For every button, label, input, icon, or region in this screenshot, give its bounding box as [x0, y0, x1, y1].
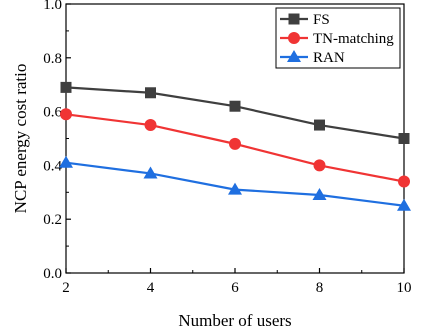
y-tick-label: 1.0 [43, 0, 62, 13]
y-tick-label: 0.4 [43, 158, 62, 174]
series-layer [59, 81, 411, 211]
data-point [312, 187, 327, 200]
x-tick-label: 4 [147, 280, 155, 296]
legend-entry: RAN [280, 50, 345, 66]
legend-marker [288, 13, 300, 25]
y-tick-label: 0.6 [43, 105, 62, 121]
x-tick-label: 2 [62, 280, 70, 296]
x-axis-ticks: 2 4 6 8 10 [62, 268, 412, 296]
x-tick-label: 10 [397, 280, 412, 296]
legend: FS TN-matching RAN [275, 7, 401, 69]
data-point [59, 155, 73, 168]
data-point [398, 175, 410, 188]
legend-label: TN-matching [313, 31, 394, 47]
x-tick-label: 8 [316, 280, 324, 296]
data-point [60, 81, 72, 93]
data-point [229, 100, 241, 112]
legend-marker [287, 50, 301, 62]
legend-label: RAN [313, 50, 345, 66]
data-point [144, 119, 157, 132]
legend-marker [288, 32, 300, 44]
data-point [228, 182, 242, 195]
series-tn-matching [60, 108, 410, 188]
data-point [143, 166, 158, 179]
y-tick-label: 0.2 [43, 212, 62, 228]
data-point [313, 159, 326, 172]
series-ran [59, 155, 411, 211]
data-point [314, 119, 325, 131]
y-axis-title: NCP energy cost ratio [11, 64, 30, 214]
data-point [60, 108, 72, 121]
y-axis-ticks: 0.0 0.2 0.4 0.6 0.8 1.0 [43, 0, 71, 282]
y-tick-label: 0.0 [43, 266, 62, 282]
data-point [145, 87, 156, 99]
series-fs [60, 81, 410, 144]
legend-entry: FS [280, 12, 330, 28]
legend-label: FS [313, 12, 330, 28]
x-axis-title: Number of users [178, 311, 291, 330]
y-tick-label: 0.8 [43, 51, 62, 67]
x-tick-label: 6 [231, 280, 239, 296]
data-point [229, 137, 241, 150]
data-point [397, 198, 411, 211]
legend-entry: TN-matching [280, 31, 394, 47]
data-point [398, 133, 410, 144]
series-line [65, 86, 405, 140]
